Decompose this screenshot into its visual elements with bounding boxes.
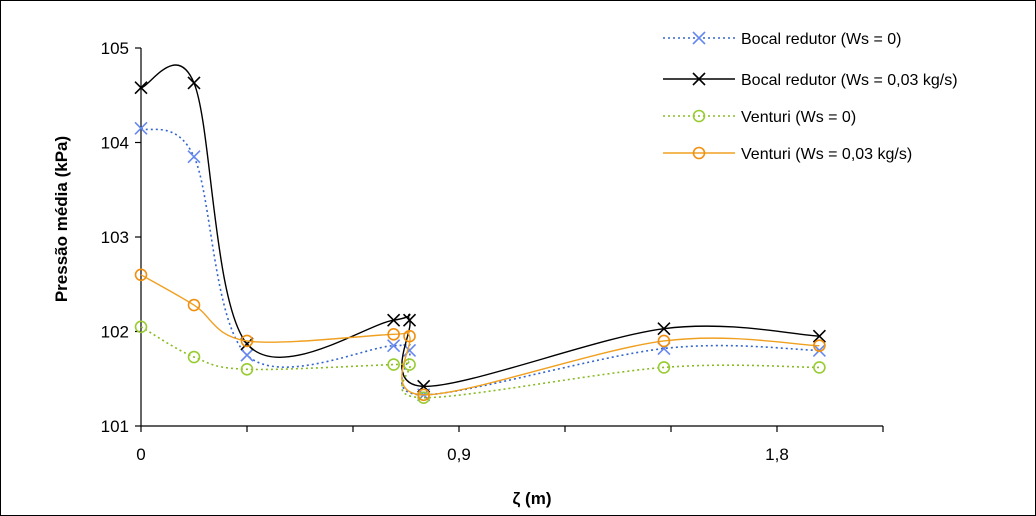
data-point xyxy=(387,328,400,341)
data-point-stroke xyxy=(240,337,254,351)
legend-label: Venturi (Ws = 0) xyxy=(741,109,856,126)
data-point xyxy=(387,313,401,327)
series-1 xyxy=(134,64,826,393)
x-tick-label: 0 xyxy=(136,445,145,464)
y-tick-label: 102 xyxy=(101,323,129,342)
data-point xyxy=(187,350,201,364)
data-point-stroke xyxy=(387,313,401,327)
series-2 xyxy=(134,320,826,404)
data-point-stroke xyxy=(812,329,826,343)
data-point xyxy=(187,150,201,164)
series-line xyxy=(140,64,820,388)
y-axis-title: Pressão média (kPa) xyxy=(52,136,71,302)
data-point xyxy=(402,313,417,327)
x-axis-title: ζ (m) xyxy=(513,489,552,508)
data-point xyxy=(240,348,254,362)
series-line xyxy=(140,326,820,399)
series-3 xyxy=(134,268,826,402)
data-point-stroke xyxy=(134,81,148,95)
legend-swatch-marker xyxy=(692,31,706,45)
data-point xyxy=(134,320,148,334)
y-tick-label: 105 xyxy=(101,39,129,58)
data-point xyxy=(187,76,201,90)
data-point-stroke xyxy=(134,121,148,135)
data-point xyxy=(240,362,254,376)
data-point-stroke xyxy=(402,343,417,357)
axes: 101 102 103 104 105 0 0,9 1,8 xyxy=(101,39,884,464)
legend-item: Bocal redutor (Ws = 0) xyxy=(663,31,902,48)
legend-swatch-marker-stroke xyxy=(692,31,706,45)
data-point xyxy=(134,81,148,95)
y-tick-label: 103 xyxy=(101,228,129,247)
legend-label: Venturi (Ws = 0,03 kg/s) xyxy=(741,146,912,163)
data-point-stroke xyxy=(187,76,201,90)
series-0 xyxy=(134,121,826,402)
data-point xyxy=(813,361,826,374)
data-point xyxy=(240,334,254,348)
data-point-stroke xyxy=(402,313,417,327)
data-point xyxy=(813,339,826,352)
data-point xyxy=(387,358,400,371)
data-point xyxy=(187,298,201,312)
y-tick-label: 104 xyxy=(101,134,129,153)
legend-swatch-marker xyxy=(692,72,706,86)
legend: Bocal redutor (Ws = 0) Bocal redutor (Ws … xyxy=(663,31,958,163)
legend-label: Bocal redutor (Ws = 0,03 kg/s) xyxy=(741,72,958,89)
data-point xyxy=(403,329,416,343)
legend-item: Venturi (Ws = 0) xyxy=(663,109,856,126)
y-tick-label: 101 xyxy=(101,417,129,436)
legend-swatch-marker xyxy=(692,109,706,123)
data-point xyxy=(812,329,826,343)
series-line xyxy=(140,127,820,396)
legend-item: Bocal redutor (Ws = 0,03 kg/s) xyxy=(663,72,958,89)
legend-swatch-marker-stroke xyxy=(692,72,706,86)
data-point xyxy=(134,121,148,135)
data-point xyxy=(134,268,148,282)
data-point xyxy=(417,388,430,402)
data-point xyxy=(387,339,401,353)
data-point-stroke xyxy=(187,150,201,164)
legend-label: Bocal redutor (Ws = 0) xyxy=(741,31,902,48)
data-point-stroke xyxy=(387,339,401,353)
data-point xyxy=(657,334,671,348)
series-line xyxy=(140,274,820,396)
data-point xyxy=(657,361,671,374)
legend-item: Venturi (Ws = 0,03 kg/s) xyxy=(663,146,912,163)
data-point-stroke xyxy=(657,322,671,336)
legend-swatch-marker xyxy=(692,146,706,160)
x-tick-label: 1,8 xyxy=(765,445,789,464)
series-layer xyxy=(134,64,826,404)
data-point-stroke xyxy=(240,348,254,362)
x-tick-label: 0,9 xyxy=(447,445,471,464)
data-point xyxy=(657,322,671,336)
